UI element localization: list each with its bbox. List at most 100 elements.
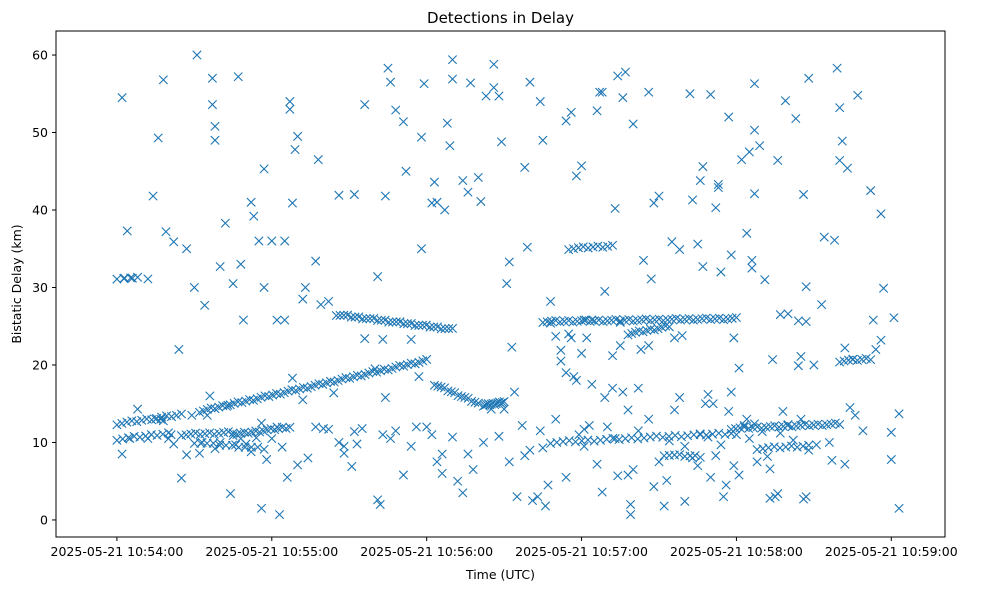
data-point-marker [582,333,592,343]
data-point-marker [566,107,576,117]
data-point-marker [427,430,437,440]
data-point-marker [664,322,674,332]
data-point-marker [266,424,276,434]
data-point-marker [143,274,153,284]
data-point-marker [158,429,168,439]
data-point-marker [742,228,752,238]
data-point-marker [610,434,620,444]
data-point-marker [447,323,458,333]
data-point-marker [687,195,698,205]
data-point-marker [277,442,287,452]
data-point-marker [649,198,659,208]
data-point-marker [767,354,778,365]
y-tick-label: 10 [32,435,48,450]
data-point-marker [259,282,269,293]
data-point-marker [357,314,368,324]
data-point-marker [538,135,548,145]
x-tick-label: 2025-05-21 10:54:00 [51,544,184,559]
data-point-marker [579,424,589,434]
data-point-marker [654,457,664,467]
y-axis-label: Bistatic Delay (km) [9,224,24,343]
x-tick-label: 2025-05-21 10:57:00 [515,544,648,559]
data-point-marker [757,427,767,437]
data-point-marker [752,457,762,467]
data-point-marker [287,385,297,395]
data-point-marker [395,360,405,371]
data-point-marker [894,409,904,419]
data-point-marker [793,361,803,371]
data-point-marker [858,426,868,436]
y-tick-label: 40 [32,202,48,217]
data-point-marker [376,315,386,325]
data-point-marker [517,420,527,431]
data-point-marker [886,454,896,465]
data-point-marker [644,414,654,424]
data-point-marker [700,399,711,409]
data-point-marker [607,351,618,361]
data-point-marker [876,335,886,345]
data-point-marker [644,87,654,97]
data-point-marker [894,503,904,513]
data-point-marker [385,77,396,87]
data-point-marker [602,422,612,432]
x-tick-label: 2025-05-21 10:56:00 [360,544,493,559]
y-axis: 0 10 20 30 40 50 60 [32,48,56,527]
data-point-marker [680,496,690,506]
data-point-marker [458,488,468,498]
data-point-marker [135,432,145,442]
data-point-marker [206,403,216,413]
data-point-marker [447,74,458,84]
data-point-marker [556,356,566,366]
data-point-marker [669,333,680,343]
data-point-marker [579,315,589,325]
data-point-marker [835,103,845,113]
data-point-marker [486,404,496,414]
data-point-marker [425,322,435,332]
data-point-marker [125,434,135,444]
data-point-marker [158,75,168,85]
data-point-marker [360,334,370,344]
data-point-marker [538,443,548,453]
data-point-marker [646,274,656,284]
data-point-marker [744,434,754,444]
data-point-marker [122,226,132,236]
data-point-marker [380,191,390,201]
data-point-marker [285,104,295,114]
data-point-marker [323,424,334,434]
data-point-marker [189,282,199,293]
data-point-marker [628,464,638,475]
data-point-marker [437,449,447,459]
data-point-marker [824,437,834,448]
data-point-marker [734,363,744,373]
data-point-marker [626,499,636,510]
data-point-marker [525,77,535,87]
data-point-marker [535,96,545,107]
data-point-marker [496,137,507,147]
data-point-marker [783,420,793,430]
data-point-marker [489,59,499,69]
data-point-marker [239,427,250,437]
data-point-marker [724,112,734,122]
data-point-marker [174,344,184,355]
data-point-marker [835,155,845,165]
data-point-marker [620,67,631,77]
data-point-marker [432,197,442,207]
chart-title: Detections in Delay [427,9,574,27]
data-point-marker [436,382,446,392]
data-point-marker [551,414,561,424]
data-point-marker [499,396,509,407]
data-point-marker [223,400,233,410]
data-point-marker [339,441,349,451]
data-point-marker [361,314,371,324]
data-point-marker [876,209,886,219]
data-point-marker [399,319,409,329]
data-point-marker [525,445,535,455]
data-point-marker [470,397,480,407]
data-point-marker [260,391,270,401]
data-point-marker [202,410,212,420]
data-point-marker [739,420,749,431]
data-point-marker [494,431,504,441]
data-point-marker [718,492,729,502]
data-point-marker [829,235,840,245]
data-point-marker [693,461,703,471]
